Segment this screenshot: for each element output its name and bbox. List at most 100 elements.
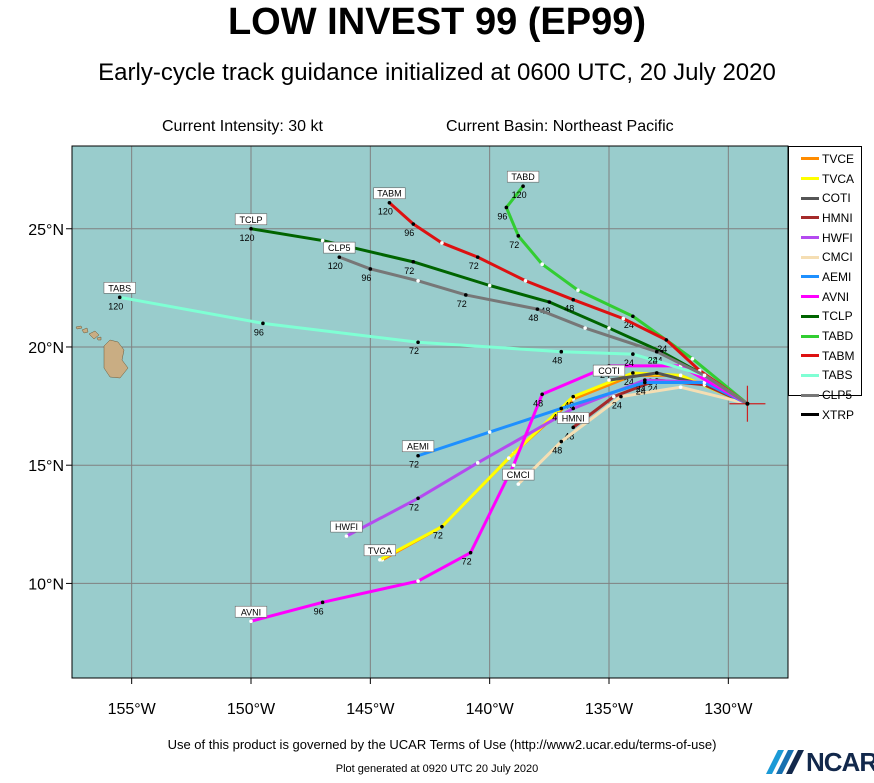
- grid-lines: [72, 146, 788, 678]
- legend-swatch: [801, 275, 819, 279]
- x-tick-label: 150°W: [227, 701, 276, 718]
- track-end-label-text: CMCI: [507, 470, 530, 480]
- legend-label: HWFI: [822, 230, 853, 245]
- legend-item-xtrp: XTRP: [789, 405, 861, 425]
- track-point: [516, 234, 521, 238]
- track-point: [468, 550, 473, 555]
- track-point: [654, 371, 659, 375]
- legend-item-tvce: TVCE: [789, 149, 861, 169]
- track-point: [523, 278, 528, 283]
- x-tick-label: 155°W: [108, 701, 157, 718]
- track-point: [678, 373, 683, 378]
- track-point: [249, 226, 253, 231]
- track-point: [607, 326, 611, 330]
- forecast-hour-label: 120: [512, 190, 527, 200]
- track-end-label: HWFI: [330, 520, 363, 533]
- track-point: [540, 392, 544, 397]
- legend-swatch: [801, 393, 819, 397]
- track-point: [475, 255, 480, 259]
- track-end-label-text: TCLP: [239, 215, 262, 225]
- ncar-logo-icon: [766, 750, 804, 774]
- track-point: [631, 352, 635, 356]
- track-point: [702, 373, 707, 378]
- track-cmci: 24 48: [516, 385, 749, 486]
- legend-swatch: [801, 177, 819, 181]
- legend-item-tvca: TVCA: [789, 169, 861, 189]
- track-point: [583, 326, 587, 330]
- track-end-label: TVCA: [363, 544, 396, 557]
- legend-item-hwfi: HWFI: [789, 228, 861, 248]
- chart-subtitle: Early-cycle track guidance initialized a…: [98, 59, 776, 86]
- track-end-label: AVNI: [234, 605, 268, 618]
- track-point: [690, 357, 695, 361]
- legend-swatch: [801, 373, 819, 377]
- legend-swatch: [801, 314, 819, 318]
- track-point: [344, 534, 349, 538]
- legend-item-aemi: AEMI: [789, 267, 861, 287]
- track-point: [440, 241, 444, 245]
- track-point: [117, 295, 122, 300]
- forecast-hour-label: 24: [636, 384, 646, 394]
- track-point: [559, 406, 564, 411]
- hawaii-islands: [75, 325, 129, 379]
- track-end-label: AEMI: [401, 440, 435, 453]
- track-point: [571, 406, 575, 411]
- track-point: [464, 293, 468, 297]
- track-end-label-box: [323, 241, 356, 254]
- track-point: [416, 496, 420, 501]
- legend-label: TABD: [822, 329, 854, 344]
- track-end-label: CMCI: [502, 468, 535, 481]
- forecast-hour-label: 24: [624, 358, 634, 368]
- track-end-label: TABD: [506, 170, 540, 183]
- track-end-label-text: CLP5: [328, 243, 351, 253]
- legend-swatch: [801, 354, 819, 358]
- forecast-hour-label: 96: [314, 606, 324, 616]
- track-point: [249, 619, 253, 624]
- y-tick-label: 25°N: [28, 222, 64, 239]
- legend-swatch: [801, 216, 819, 220]
- current-intensity: Current Intensity: 30 kt: [162, 118, 323, 135]
- forecast-hour-label: 72: [409, 502, 419, 512]
- y-tick-label: 20°N: [28, 340, 64, 357]
- track-end-label-box: [234, 213, 268, 226]
- track-point: [664, 338, 669, 342]
- track-tabd: 24 72 96 120: [497, 184, 749, 406]
- track-point: [337, 255, 342, 259]
- track-end-label-box: [103, 282, 136, 294]
- forecast-hour-label: 96: [497, 211, 507, 221]
- plot-frame: [71, 145, 789, 679]
- forecast-hour-label: 24: [624, 377, 634, 387]
- x-tick-label: 140°W: [466, 701, 515, 718]
- legend-swatch: [801, 413, 819, 417]
- track-end-label-text: HWFI: [335, 522, 358, 532]
- track-end-label-box: [234, 605, 268, 618]
- y-tick-label: 15°N: [28, 458, 64, 475]
- track-point: [416, 278, 420, 283]
- forecast-hour-label: 24: [648, 384, 658, 394]
- forecast-hour-label: 24: [624, 320, 634, 330]
- legend-label: TVCE: [822, 151, 855, 166]
- track-end-label-box: [557, 412, 590, 424]
- track-point: [611, 394, 616, 399]
- track-end-label-text: TABD: [511, 172, 535, 182]
- forecast-hour-label: 72: [409, 460, 419, 470]
- track-end-label-text: HMNI: [562, 413, 585, 423]
- legend-item-hmni: HMNI: [789, 208, 861, 228]
- track-point: [619, 394, 623, 399]
- forecast-hour-label: 72: [509, 240, 519, 250]
- legend: TVCE TVCA COTI HMNI HWFI CMCI AEMI AVNI TCLP TABD…: [788, 146, 862, 422]
- forecast-hour-label: 72: [469, 261, 479, 271]
- y-tick-label: 10°N: [28, 576, 64, 593]
- legend-item-tabs: TABS: [789, 366, 861, 386]
- legend-item-tabd: TABD: [789, 326, 861, 346]
- forecast-hour-label: 72: [404, 266, 414, 276]
- legend-label: TCLP: [822, 309, 853, 324]
- forecast-hour-label: 96: [361, 273, 371, 283]
- track-point: [631, 314, 635, 319]
- track-line: [504, 184, 749, 406]
- track-end-label-box: [373, 187, 406, 200]
- legend-label: AEMI: [822, 269, 852, 284]
- legend-item-clp5: CLP5: [789, 385, 861, 405]
- forecast-hour-label: 48: [552, 446, 562, 456]
